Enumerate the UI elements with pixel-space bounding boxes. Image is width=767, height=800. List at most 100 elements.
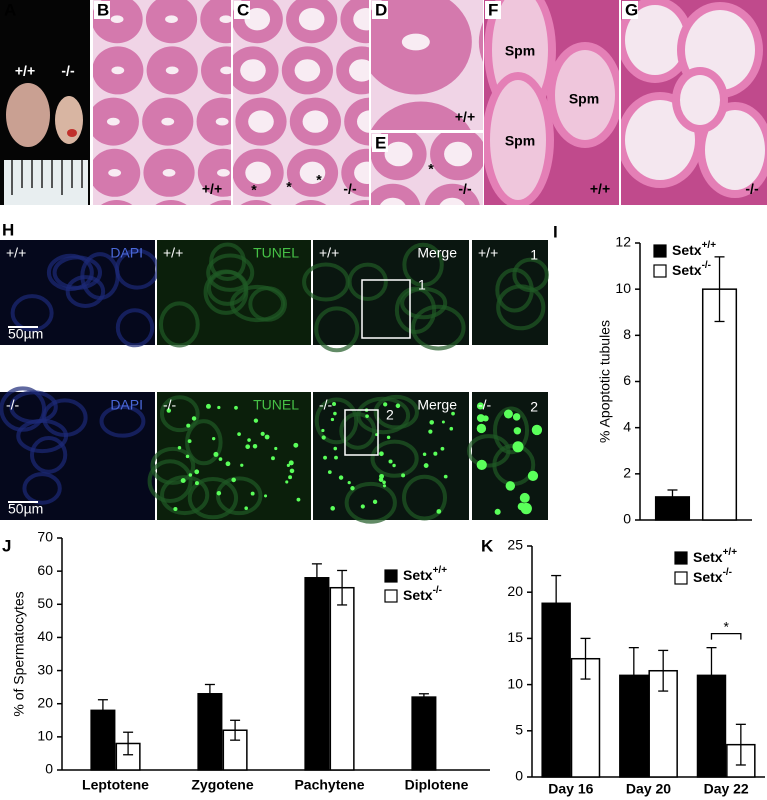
tunel-spot xyxy=(247,438,251,442)
condition-label: +/+ xyxy=(319,245,339,261)
tubule xyxy=(349,200,369,205)
tunel-spot xyxy=(333,446,338,451)
lumen xyxy=(299,161,326,184)
tubule xyxy=(115,308,155,348)
lumen xyxy=(219,220,232,228)
tubule xyxy=(344,97,369,146)
lumen xyxy=(302,110,329,133)
image-annotation: -/- xyxy=(745,181,759,197)
legend-label: Setx-/- xyxy=(693,567,732,585)
y-tick-label: 25 xyxy=(507,537,523,553)
tunel-spot xyxy=(476,459,487,471)
bar xyxy=(197,693,223,771)
tubule xyxy=(201,46,231,95)
micrograph: +/+ DAPI 50µm xyxy=(0,240,160,348)
legend-superscript: +/+ xyxy=(702,240,717,251)
image-panel: E * -/- xyxy=(371,133,483,205)
legend-swatch xyxy=(653,264,667,278)
tubule xyxy=(200,0,231,44)
bar xyxy=(304,577,330,771)
error-bar xyxy=(706,646,717,704)
error-bar xyxy=(551,574,562,632)
tunel-spot xyxy=(520,502,532,515)
condition-label: -/- xyxy=(319,397,333,413)
tunel-spot xyxy=(476,423,487,434)
condition-label: +/+ xyxy=(163,245,183,261)
lumen xyxy=(248,110,274,133)
micrograph: +/+ 1 xyxy=(472,240,549,345)
lumen xyxy=(356,110,369,133)
tubule xyxy=(160,475,210,516)
image xyxy=(93,0,232,228)
y-tick-label: 6 xyxy=(623,372,631,388)
image-panel: C * * * -/- xyxy=(233,0,369,205)
image xyxy=(0,0,90,205)
x-tick-label: Day 16 xyxy=(548,781,593,797)
bar xyxy=(329,586,355,771)
stain-label: DAPI xyxy=(110,245,143,261)
tunel-spot xyxy=(231,477,236,483)
lumen xyxy=(555,50,615,140)
tubule xyxy=(424,183,480,205)
tubule xyxy=(158,301,200,348)
tubule xyxy=(99,404,146,438)
panel-label: E xyxy=(375,133,386,152)
image-annotation: +/+ xyxy=(202,181,222,197)
error-bar xyxy=(418,693,429,702)
micrograph: -/- DAPI 50µm xyxy=(0,386,155,520)
tunel-spot xyxy=(166,408,172,413)
panel-label: A xyxy=(4,0,16,19)
tunel-spot xyxy=(347,481,351,485)
lumen xyxy=(245,161,271,184)
x-tick-label: Day 20 xyxy=(626,781,671,797)
tunel-spot xyxy=(244,506,248,510)
tunel-spot xyxy=(288,475,293,480)
tubule xyxy=(197,148,231,197)
image-annotation: * xyxy=(316,172,322,188)
lumen xyxy=(705,110,765,190)
tubule xyxy=(370,439,419,478)
tubule xyxy=(402,242,444,288)
image-annotation: * xyxy=(286,179,292,195)
tunel-spot xyxy=(173,506,178,512)
micrograph: -/- TUNEL xyxy=(147,392,311,520)
y-tick-label: 70 xyxy=(37,529,53,545)
lumen xyxy=(217,168,230,177)
panel-label: D xyxy=(375,0,387,19)
lumen xyxy=(625,100,695,180)
tunel-spot xyxy=(436,509,442,514)
tunel-spot xyxy=(240,463,244,467)
tunel-spot xyxy=(379,451,384,457)
y-tick-label: 0 xyxy=(45,761,53,777)
micrograph: +/+ TUNEL xyxy=(157,240,311,348)
tunel-spot xyxy=(476,414,485,423)
lumen xyxy=(625,5,685,75)
tubule xyxy=(240,200,272,205)
tunel-spot xyxy=(293,442,299,448)
legend-label: Setx-/- xyxy=(403,585,442,603)
tubule xyxy=(80,252,120,300)
label-box xyxy=(94,1,110,19)
tunel-spot xyxy=(212,437,216,441)
y-tick-label: 2 xyxy=(623,465,631,481)
tunel-spot xyxy=(264,434,270,440)
label-box xyxy=(234,1,250,19)
lumen xyxy=(490,80,546,200)
y-tick-label: 10 xyxy=(37,728,53,744)
tunel-spot xyxy=(360,504,365,509)
tubule xyxy=(492,406,530,455)
legend-swatch xyxy=(674,551,688,565)
error-bar xyxy=(97,699,108,722)
legend-swatch xyxy=(384,589,398,603)
legend-swatch xyxy=(674,571,688,585)
image-annotation: +/+ xyxy=(15,63,35,79)
tunel-spot xyxy=(323,455,327,460)
image-annotation: Spm xyxy=(569,91,599,107)
lumen xyxy=(298,8,325,31)
tunel-spot xyxy=(271,456,275,461)
tunel-spot xyxy=(350,486,355,491)
tunel-spot xyxy=(422,452,427,456)
y-tick-label: 0 xyxy=(623,511,631,527)
tubule xyxy=(496,284,546,331)
lumen xyxy=(161,117,175,126)
